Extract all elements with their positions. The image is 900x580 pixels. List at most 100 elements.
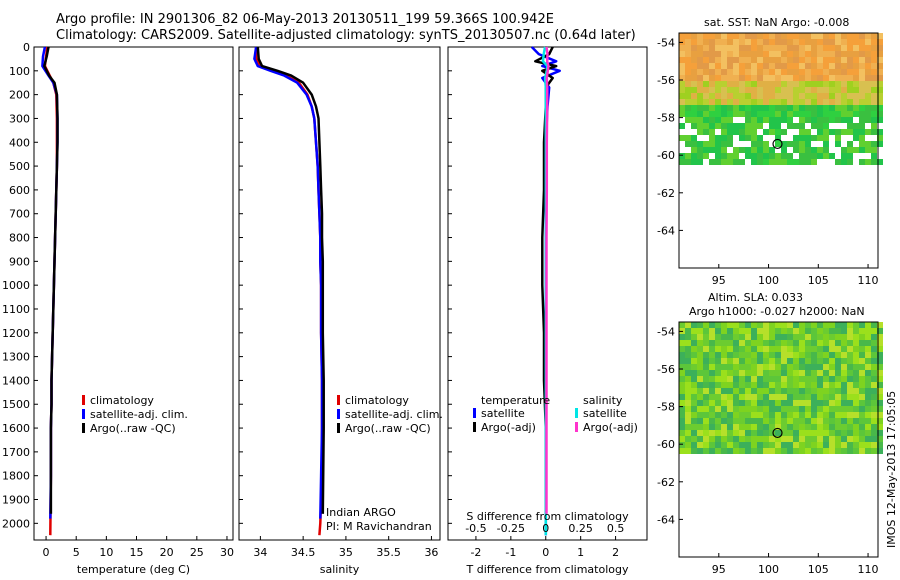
sla_map-cell	[715, 346, 721, 352]
sst_map-cell	[823, 141, 829, 147]
sla_map-cell	[829, 346, 835, 352]
sla_map-cell	[823, 406, 829, 412]
sla_map-cell	[871, 322, 877, 328]
sla_map-cell	[769, 358, 775, 364]
sst_map-cell	[877, 105, 883, 111]
temperature-legend-label: satellite-adj. clim.	[90, 408, 188, 421]
sst_map-cell	[763, 129, 769, 135]
sst_map-cell	[793, 111, 799, 117]
sla_map-cell	[679, 406, 685, 412]
sla_map-cell	[799, 448, 805, 454]
sla_map-cell	[805, 406, 811, 412]
sla_map-cell	[877, 340, 883, 346]
sst_map-cell	[697, 33, 703, 39]
sla_map-cell	[811, 418, 817, 424]
sla_map-cell	[745, 358, 751, 364]
temperature-legend-label: Argo(..raw -QC)	[90, 422, 176, 435]
sst_map-cell	[685, 141, 691, 147]
sla_map-cell	[799, 328, 805, 334]
sst_map-cell	[745, 51, 751, 57]
sst_map-cell	[829, 111, 835, 117]
sla_map-cell	[697, 328, 703, 334]
sla_map-cell	[721, 322, 727, 328]
sst_map-cell	[715, 93, 721, 99]
sla_map-cell	[769, 442, 775, 448]
sla_map-cell	[721, 328, 727, 334]
sst_map-cell	[715, 87, 721, 93]
sst_map-cell	[865, 39, 871, 45]
sla_map-cell	[769, 448, 775, 454]
map1-title: sat. SST: NaN Argo: -0.008	[704, 16, 850, 29]
sla_map-cell	[823, 346, 829, 352]
sla_map-cell	[877, 334, 883, 340]
sla_map-cell	[853, 382, 859, 388]
sla_map-cell	[709, 340, 715, 346]
sla_map-cell	[745, 418, 751, 424]
sla_map-cell	[859, 346, 865, 352]
sst_map-cell	[715, 135, 721, 141]
sla_map-cell	[793, 430, 799, 436]
sst_map-cell	[871, 93, 877, 99]
sla_map-cell	[859, 400, 865, 406]
sla_map-cell	[853, 352, 859, 358]
sst_map-cell	[757, 39, 763, 45]
sla_map-cell	[823, 370, 829, 376]
sla_map-cell	[841, 328, 847, 334]
sla_map-cell	[805, 370, 811, 376]
sla_map-cell	[739, 400, 745, 406]
sst_map-cell	[691, 141, 697, 147]
sla_map-cell	[691, 430, 697, 436]
sla_map-cell	[727, 328, 733, 334]
sst_map-cell	[859, 147, 865, 153]
sla_map-cell	[781, 364, 787, 370]
sst_map-cell	[775, 33, 781, 39]
sla_map-cell	[703, 370, 709, 376]
sla_map-cell	[859, 364, 865, 370]
sst_map-cell	[793, 93, 799, 99]
sla_map-cell	[685, 382, 691, 388]
temperature-x-tick-label: 20	[160, 546, 174, 559]
sla_map-cell	[835, 412, 841, 418]
sla_map-cell	[745, 322, 751, 328]
sst_map-cell	[727, 69, 733, 75]
sst_map-cell	[877, 93, 883, 99]
sst_map-cell	[769, 117, 775, 123]
sla_map-cell	[823, 328, 829, 334]
sst_map-cell	[817, 87, 823, 93]
sst_map-cell	[679, 69, 685, 75]
sst_map-cell	[691, 117, 697, 123]
sla_map-cell	[799, 346, 805, 352]
sla_map-cell	[877, 430, 883, 436]
sla_map-cell	[835, 334, 841, 340]
sst_map-cell	[733, 159, 739, 165]
sla_map-cell	[841, 448, 847, 454]
differences-series-s-argo-adj-	[545, 46, 550, 514]
sst_map-cell	[829, 117, 835, 123]
sst_map-cell	[811, 99, 817, 105]
sst_map-cell	[751, 147, 757, 153]
sla_map-cell	[835, 382, 841, 388]
sst_map-cell	[793, 75, 799, 81]
sla_map-cell	[859, 412, 865, 418]
sst_map-cell	[841, 75, 847, 81]
sst_map-cell	[745, 123, 751, 129]
sst_map-cell	[727, 93, 733, 99]
sla_map-cell	[775, 352, 781, 358]
sla_map-cell	[805, 418, 811, 424]
sla_map-cell	[751, 352, 757, 358]
diff-top-tick-label: -0.5	[465, 522, 486, 535]
sst_map-cell	[733, 87, 739, 93]
sla_map-cell	[835, 364, 841, 370]
temperature-x-tick-label: 0	[43, 546, 50, 559]
sla_map-cell	[703, 328, 709, 334]
sst_map-cell	[841, 159, 847, 165]
sla_map-cell	[817, 430, 823, 436]
sst_map-cell	[715, 39, 721, 45]
sla_map-cell	[871, 328, 877, 334]
sla_map-cell	[757, 430, 763, 436]
sst_map-cell	[871, 81, 877, 87]
sla_map-cell	[817, 436, 823, 442]
sla_map-cell	[769, 430, 775, 436]
sst_map-cell	[787, 69, 793, 75]
sla_map-cell	[703, 400, 709, 406]
